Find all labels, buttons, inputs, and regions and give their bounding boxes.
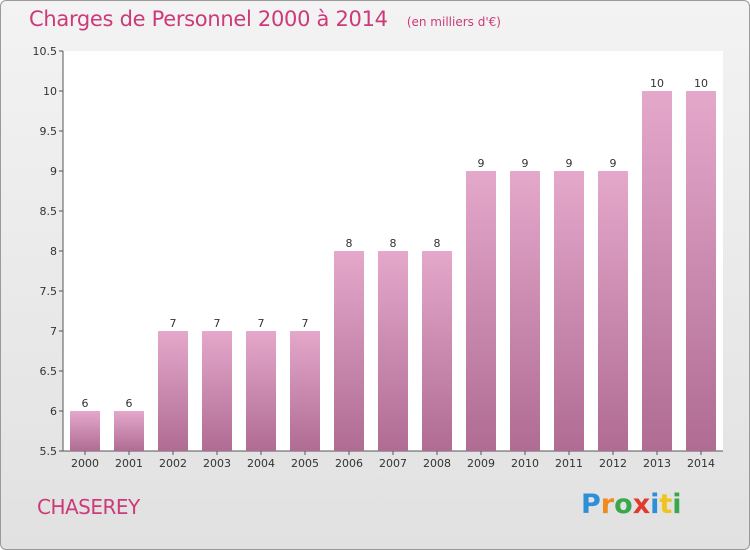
bar-value-label-2005: 7 bbox=[302, 317, 309, 330]
bar-value-label-2010: 9 bbox=[522, 157, 529, 170]
y-tick-label: 6.5 bbox=[40, 365, 58, 378]
proxiti-logo: Proxiti bbox=[581, 489, 682, 520]
x-tick-label-2002: 2002 bbox=[159, 457, 187, 470]
bar-2012 bbox=[598, 171, 628, 451]
bar-2008 bbox=[422, 251, 452, 451]
bar-2004 bbox=[246, 331, 276, 451]
y-tick-label: 7.5 bbox=[40, 285, 58, 298]
bar-value-label-2003: 7 bbox=[214, 317, 221, 330]
x-tick-label-2014: 2014 bbox=[687, 457, 715, 470]
x-tick-label-2005: 2005 bbox=[291, 457, 319, 470]
x-tick-label-2000: 2000 bbox=[71, 457, 99, 470]
town-name: CHASEREY bbox=[37, 495, 140, 519]
bar-value-label-2014: 10 bbox=[694, 77, 708, 90]
bar-value-label-2012: 9 bbox=[610, 157, 617, 170]
logo-letter: r bbox=[600, 489, 615, 520]
x-tick-label-2001: 2001 bbox=[115, 457, 143, 470]
bar-2006 bbox=[334, 251, 364, 451]
bar-value-label-2007: 8 bbox=[390, 237, 397, 250]
bar-value-label-2011: 9 bbox=[566, 157, 573, 170]
bar-2007 bbox=[378, 251, 408, 451]
bar-2002 bbox=[158, 331, 188, 451]
y-tick-label: 10 bbox=[43, 85, 57, 98]
bar-2001 bbox=[114, 411, 144, 451]
logo-letter: t bbox=[659, 489, 673, 520]
x-tick-label-2010: 2010 bbox=[511, 457, 539, 470]
x-tick-label-2007: 2007 bbox=[379, 457, 407, 470]
bar-2011 bbox=[554, 171, 584, 451]
bar-value-label-2008: 8 bbox=[434, 237, 441, 250]
y-tick-label: 5.5 bbox=[40, 445, 58, 458]
bar-2003 bbox=[202, 331, 232, 451]
logo-letter: P bbox=[581, 489, 601, 520]
x-tick-label-2012: 2012 bbox=[599, 457, 627, 470]
logo-letter: x bbox=[632, 489, 651, 520]
x-tick-label-2008: 2008 bbox=[423, 457, 451, 470]
x-tick-label-2006: 2006 bbox=[335, 457, 363, 470]
y-tick-label: 8 bbox=[50, 245, 57, 258]
bar-value-label-2000: 6 bbox=[82, 397, 89, 410]
bar-value-label-2006: 8 bbox=[346, 237, 353, 250]
bar-value-label-2002: 7 bbox=[170, 317, 177, 330]
x-tick-label-2013: 2013 bbox=[643, 457, 671, 470]
x-tick-label-2003: 2003 bbox=[203, 457, 231, 470]
bar-2000 bbox=[70, 411, 100, 451]
y-tick-label: 6 bbox=[50, 405, 57, 418]
bar-2014 bbox=[686, 91, 716, 451]
x-tick-label-2011: 2011 bbox=[555, 457, 583, 470]
x-tick-label-2009: 2009 bbox=[467, 457, 495, 470]
y-tick-label: 8.5 bbox=[40, 205, 58, 218]
bar-2010 bbox=[510, 171, 540, 451]
bar-value-label-2009: 9 bbox=[478, 157, 485, 170]
y-tick-label: 7 bbox=[50, 325, 57, 338]
y-tick-label: 9 bbox=[50, 165, 57, 178]
logo-letter: i bbox=[650, 489, 660, 520]
logo-letter: o bbox=[614, 489, 633, 520]
bar-value-label-2013: 10 bbox=[650, 77, 664, 90]
chart-title: Charges de Personnel 2000 à 2014 bbox=[29, 7, 388, 31]
x-tick-label-2004: 2004 bbox=[247, 457, 275, 470]
y-tick-label: 9.5 bbox=[40, 125, 58, 138]
bar-value-label-2004: 7 bbox=[258, 317, 265, 330]
chart-header: Charges de Personnel 2000 à 2014 (en mil… bbox=[29, 7, 501, 31]
chart-unit-note: (en milliers d'€) bbox=[406, 15, 501, 29]
bar-2005 bbox=[290, 331, 320, 451]
bar-2013 bbox=[642, 91, 672, 451]
logo-letter: i bbox=[672, 489, 682, 520]
bar-2009 bbox=[466, 171, 496, 451]
bar-value-label-2001: 6 bbox=[126, 397, 133, 410]
y-tick-label: 10.5 bbox=[33, 45, 58, 58]
